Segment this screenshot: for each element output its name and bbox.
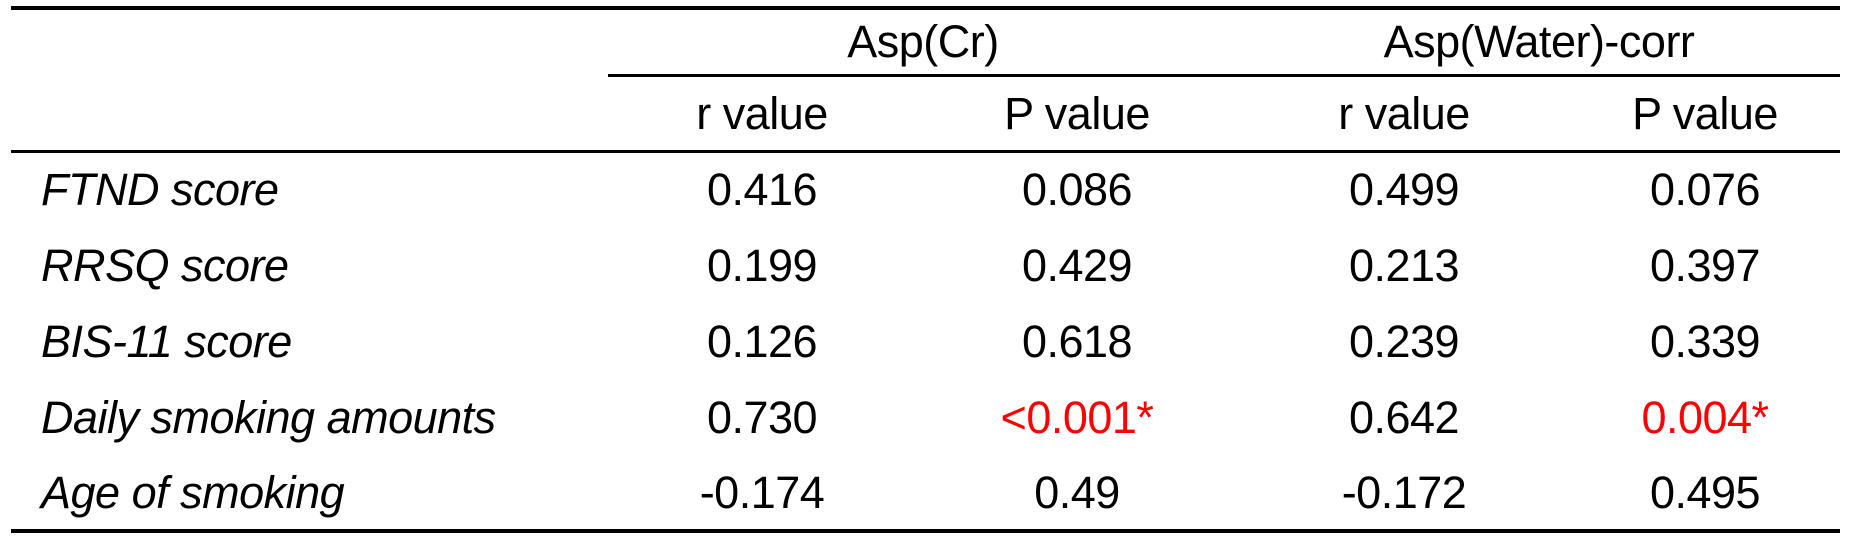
column-group-asp-water-corr: Asp(Water)-corr <box>1238 8 1840 77</box>
col-header-aspcr-p-value: P value <box>916 75 1238 153</box>
cell-value: 0.730 <box>706 391 818 443</box>
cell-value: 0.429 <box>1021 239 1133 291</box>
table-row-age-of-smoking: Age of smoking -0.174 0.49 -0.172 0.495 <box>11 455 1840 531</box>
col-header-aspwater-r-value: r value <box>1238 75 1570 153</box>
label-column-header <box>11 75 608 153</box>
cell-value: 0.076 <box>1649 164 1761 216</box>
col-header-aspcr-r-value: r value <box>608 75 916 153</box>
row-label: BIS-11 score <box>41 315 292 367</box>
cell-value: 0.126 <box>706 315 818 367</box>
table-row-bis-11-score: BIS-11 score 0.126 0.618 0.239 0.339 <box>11 303 1840 379</box>
cell-value: 0.499 <box>1348 164 1460 216</box>
cell-value-significant: 0.004* <box>1641 391 1769 443</box>
table-row-daily-smoking-amounts: Daily smoking amounts 0.730 <0.001* 0.64… <box>11 379 1840 455</box>
cell-value: 0.416 <box>706 164 818 216</box>
row-label: FTND score <box>41 164 279 216</box>
page: Asp(Cr) Asp(Water)-corr r value P value … <box>0 6 1849 559</box>
cell-value: 0.495 <box>1649 466 1761 518</box>
cell-value: 0.239 <box>1348 315 1460 367</box>
sub-header-row: r value P value r value P value <box>11 75 1840 153</box>
column-group-header-row: Asp(Cr) Asp(Water)-corr <box>11 8 1840 77</box>
cell-value: 0.618 <box>1021 315 1133 367</box>
cell-value: 0.199 <box>706 239 818 291</box>
cell-value: -0.174 <box>699 466 825 518</box>
cell-value: 0.086 <box>1021 164 1133 216</box>
col-header-aspwater-p-value: P value <box>1570 75 1840 153</box>
cell-value: 0.397 <box>1649 239 1761 291</box>
row-label: Daily smoking amounts <box>41 391 496 443</box>
cell-value: 0.213 <box>1348 239 1460 291</box>
cell-value: 0.49 <box>1034 466 1120 518</box>
row-label: RRSQ score <box>41 239 289 291</box>
table-row-ftnd-score: FTND score 0.416 0.086 0.499 0.076 <box>11 151 1840 227</box>
cell-value: 0.339 <box>1649 315 1761 367</box>
table-row-rrsq-score: RRSQ score 0.199 0.429 0.213 0.397 <box>11 227 1840 303</box>
cell-value: -0.172 <box>1341 466 1467 518</box>
cell-value-significant: <0.001* <box>1000 391 1154 443</box>
correlation-table: Asp(Cr) Asp(Water)-corr r value P value … <box>11 6 1840 533</box>
row-label: Age of smoking <box>41 466 345 518</box>
corner-spacer <box>11 8 608 75</box>
column-group-asp-cr: Asp(Cr) <box>608 8 1238 77</box>
cell-value: 0.642 <box>1348 391 1460 443</box>
